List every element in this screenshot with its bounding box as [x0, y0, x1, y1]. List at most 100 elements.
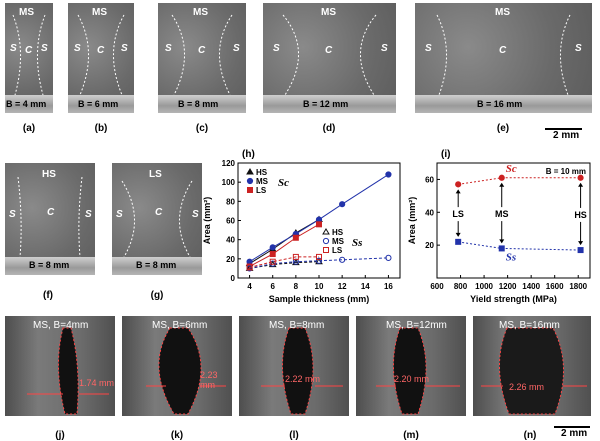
- chart-h-ylabel: Area (mm²): [202, 197, 212, 245]
- chart-h-ytick-label: 120: [222, 159, 236, 168]
- chart-i-xtick-label: 1200: [499, 282, 517, 291]
- chart-i-series-label-Sc: Sc: [506, 163, 517, 175]
- scale-bar-bottom: [554, 426, 590, 428]
- chart-i-arrowhead-up-HS: [578, 182, 584, 187]
- chart-i-xtick-label: 600: [430, 282, 444, 291]
- chart-i-annotation-LS: LS: [452, 209, 464, 219]
- fracture-n-measure: 2.26 mm: [509, 382, 545, 392]
- fracture-m-measure: 2.20 mm: [394, 374, 430, 384]
- panel-b: MS C S S B = 6 mm: [68, 3, 134, 113]
- chart-i-annotation-HS: HS: [574, 210, 587, 220]
- panel-b-top: MS: [92, 7, 107, 18]
- panel-e-label: (e): [496, 123, 510, 134]
- panel-a-label: (a): [22, 123, 36, 134]
- panel-d-top: MS: [321, 7, 336, 18]
- chart-h-legend-upper-symbol: Sc: [278, 177, 289, 189]
- panel-k-label: (k): [170, 430, 184, 441]
- chart-h-line-LS-Ss: [249, 256, 319, 268]
- chart-i-xtick-label: 1600: [546, 282, 564, 291]
- zone-outline-d: [282, 14, 377, 96]
- chart-h-xtick-label: 10: [315, 282, 324, 291]
- chart-i-point-Ss: [577, 247, 584, 254]
- zone-outline-e: [436, 14, 571, 96]
- chart-h-line-LS-Sc: [249, 223, 320, 267]
- panel-b-label: (b): [94, 123, 108, 134]
- chart-i-xtick-label: 1000: [475, 282, 493, 291]
- chart-h-legend-lower-MS: MS: [332, 237, 345, 246]
- chart-h-legend-lower-LS: LS: [332, 246, 343, 255]
- panel-c-center: C: [198, 45, 206, 56]
- chart-h-point-MS-Sc: [385, 171, 392, 178]
- chart-i-arrowhead-down-HS: [578, 241, 584, 246]
- chart-i-arrowhead-down-MS: [499, 239, 505, 244]
- panel-e: MS C S S B = 16 mm: [415, 3, 592, 113]
- chart-h-ytick-label: 0: [231, 274, 236, 283]
- base-bar-b: [68, 95, 134, 113]
- chart-h: (h) 4 6 8 10 12 14 16 0 20 40 60 80 100 120 Sample thic…: [202, 149, 401, 304]
- scale-bar-bottom-label: 2 mm: [561, 428, 588, 439]
- chart-h-xlabel: Sample thickness (mm): [269, 294, 370, 304]
- panel-l-label: (l): [289, 430, 299, 441]
- chart-h-point-LS-Ss: [316, 253, 322, 260]
- panel-j-label: (j): [55, 430, 65, 441]
- chart-i-series-label-Ss: Ss: [506, 251, 516, 263]
- panel-f: HS C S S B = 8 mm: [5, 163, 95, 275]
- chart-h-xtick-label: 8: [294, 282, 299, 291]
- panel-e-side-right: S: [575, 43, 582, 54]
- zone-outline-g: [121, 180, 193, 258]
- chart-h-legend-upper-LS: LS: [256, 186, 267, 195]
- panel-b-thickness: B = 6 mm: [78, 99, 119, 109]
- fracture-l: MS, B=8mm 2.22 mm: [239, 316, 349, 416]
- chart-h-legend-lower-marker-HS: [322, 228, 330, 235]
- panel-a-side-right: S: [41, 43, 48, 54]
- panel-g-side-right: S: [192, 209, 199, 220]
- panel-d-side-right: S: [381, 43, 388, 54]
- chart-h-legend-upper-MS: MS: [256, 177, 269, 186]
- panel-c-side-right: S: [233, 43, 240, 54]
- chart-h-point-LS-Ss: [269, 258, 276, 265]
- chart-h-ytick-label: 20: [226, 255, 235, 264]
- chart-i-arrowhead-up-MS: [499, 182, 505, 187]
- fracture-k-title: MS, B=6mm: [152, 320, 208, 331]
- chart-h-point-LS-Sc: [316, 221, 322, 228]
- panel-d-center: C: [325, 45, 333, 56]
- panel-c: MS C S S B = 8 mm: [158, 3, 246, 113]
- fracture-n-title: MS, B=16mm: [499, 320, 560, 331]
- chart-h-point-MS-Sc: [339, 201, 346, 208]
- fracture-j: MS, B=4mm 1.74 mm: [5, 316, 115, 416]
- zone-outline-b: [77, 14, 125, 96]
- chart-i: (i) B = 10 mm 600 800 1000 1200 1400 1600 1800 20…: [407, 149, 591, 304]
- chart-i-xtick-label: 1800: [569, 282, 587, 291]
- panel-g-center: C: [155, 207, 163, 218]
- panel-g-label: (g): [150, 290, 164, 301]
- panel-g: LS C S S B = 8 mm: [112, 163, 202, 275]
- panel-a-top: MS: [19, 7, 34, 18]
- chart-h-xtick-label: 12: [338, 282, 347, 291]
- panel-m-label: (m): [403, 430, 419, 441]
- fracture-l-drawing: [261, 327, 343, 415]
- chart-h-xtick-label: 6: [270, 282, 275, 291]
- chart-h-point-LS-Sc: [292, 234, 299, 241]
- chart-h-ytick-label: 40: [226, 236, 235, 245]
- chart-h-legend-lower-marker-LS: [323, 247, 329, 253]
- chart-h-point-LS-Ss: [292, 253, 299, 260]
- panel-a-thickness: B = 4 mm: [6, 99, 47, 109]
- chart-i-ytick-label: 20: [425, 241, 434, 250]
- panel-b-side-right: S: [121, 43, 128, 54]
- chart-h-xtick-label: 16: [384, 282, 393, 291]
- chart-h-legend-lower-marker-MS: [322, 237, 330, 245]
- panel-f-side-left: S: [9, 209, 16, 220]
- panel-g-top: LS: [149, 169, 162, 180]
- chart-i-point-Sc: [455, 181, 462, 188]
- panel-f-center: C: [47, 207, 55, 218]
- chart-h-point-MS-Ss: [339, 256, 346, 263]
- panel-d-thickness: B = 12 mm: [303, 99, 349, 109]
- panel-f-label: (f): [43, 290, 53, 301]
- chart-i-arrowhead-down-LS: [455, 232, 461, 237]
- panel-a-center: C: [25, 45, 33, 56]
- chart-i-annotation-MS: MS: [495, 209, 509, 219]
- chart-h-line-MS-Ss: [249, 257, 389, 269]
- chart-h-legend-lower-symbol: Ss: [352, 237, 362, 249]
- chart-h-point-LS-Ss: [246, 264, 253, 271]
- fracture-k: MS, B=6mm 2.23 mm: [122, 316, 232, 416]
